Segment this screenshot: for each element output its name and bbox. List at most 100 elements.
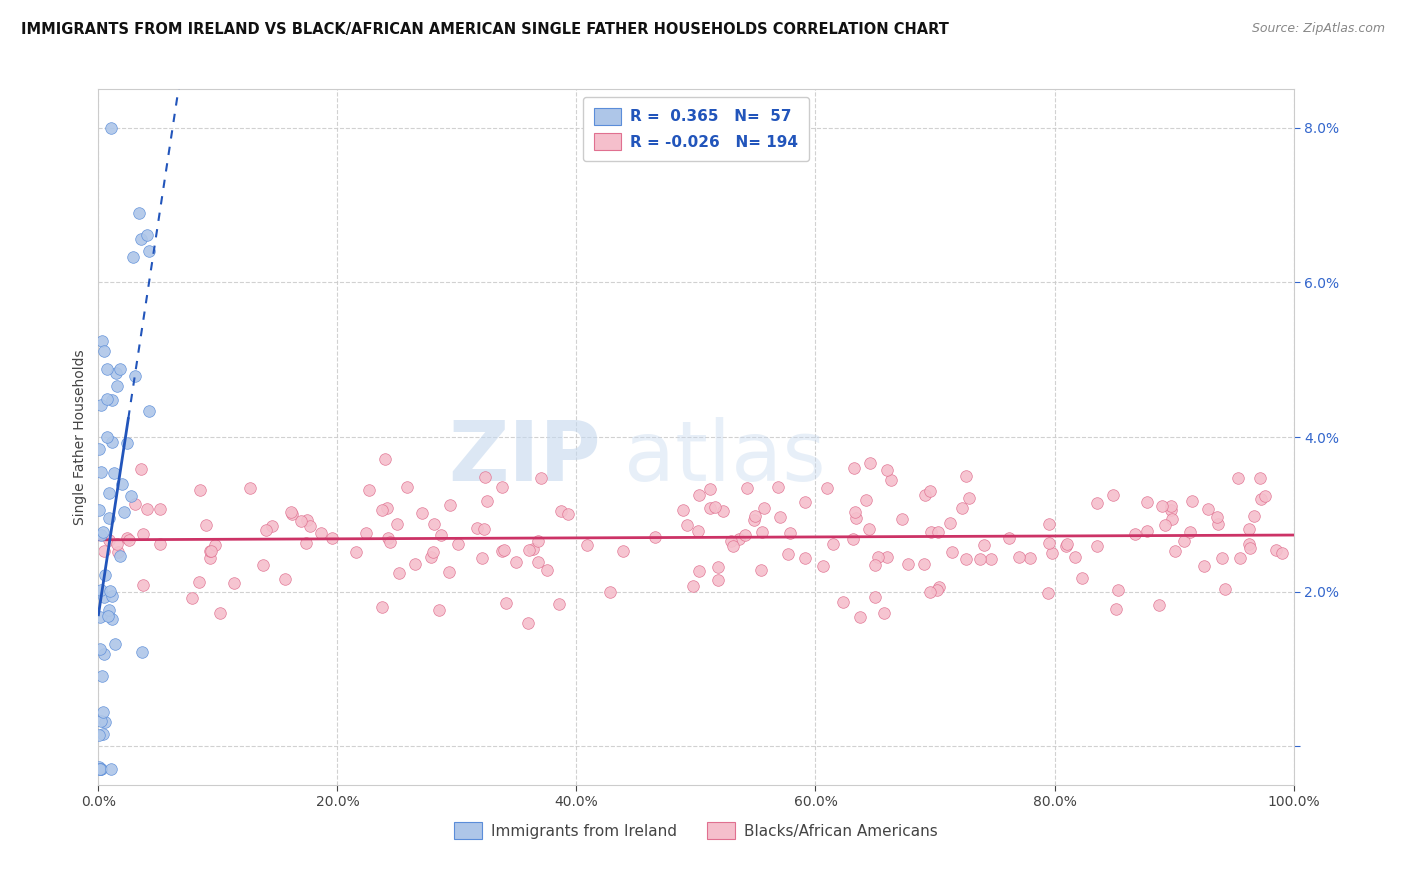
Point	[842, 461, 865, 475]
Point	[776, 547, 799, 561]
Point	[1211, 550, 1233, 565]
Point	[477, 493, 499, 508]
Point	[873, 606, 896, 620]
Point	[465, 521, 488, 535]
Point	[831, 595, 853, 609]
Text: ZIP: ZIP	[449, 417, 600, 499]
Point	[1056, 537, 1078, 551]
Point	[387, 516, 409, 531]
Text: Source: ZipAtlas.com: Source: ZipAtlas.com	[1251, 22, 1385, 36]
Point	[111, 477, 134, 491]
Point	[844, 505, 866, 519]
Point	[727, 532, 749, 546]
Point	[100, 763, 122, 777]
Point	[766, 480, 789, 494]
Point	[89, 641, 111, 656]
Point	[927, 582, 949, 597]
Point	[492, 543, 515, 558]
Point	[371, 503, 394, 517]
Point	[108, 549, 131, 563]
Point	[200, 543, 222, 558]
Point	[93, 543, 115, 558]
Point	[208, 606, 231, 620]
Point	[734, 527, 756, 541]
Point	[98, 603, 121, 617]
Point	[378, 535, 401, 549]
Point	[955, 552, 977, 566]
Point	[686, 524, 709, 538]
Point	[1197, 501, 1219, 516]
Point	[105, 537, 128, 551]
Point	[105, 379, 128, 393]
Point	[120, 489, 142, 503]
Point	[131, 578, 153, 592]
Point	[644, 530, 666, 544]
Point	[1038, 585, 1060, 599]
Point	[1213, 582, 1236, 596]
Point	[98, 533, 121, 548]
Point	[89, 760, 111, 774]
Point	[1243, 508, 1265, 523]
Point	[1136, 495, 1159, 509]
Point	[311, 526, 333, 541]
Point	[997, 531, 1019, 545]
Point	[260, 519, 283, 533]
Point	[859, 456, 882, 470]
Point	[94, 714, 117, 729]
Point	[863, 558, 886, 572]
Point	[920, 483, 942, 498]
Point	[474, 469, 496, 483]
Point	[495, 596, 517, 610]
Point	[430, 528, 453, 542]
Point	[530, 471, 553, 485]
Point	[779, 526, 801, 541]
Point	[90, 528, 112, 542]
Point	[97, 510, 120, 524]
Point	[1070, 571, 1092, 585]
Point	[423, 517, 446, 532]
Point	[1250, 491, 1272, 506]
Point	[377, 532, 399, 546]
Point	[1160, 502, 1182, 516]
Point	[890, 512, 912, 526]
Point	[321, 531, 343, 545]
Point	[1147, 598, 1170, 612]
Point	[950, 500, 973, 515]
Point	[752, 500, 775, 515]
Point	[254, 523, 277, 537]
Point	[117, 436, 139, 450]
Point	[188, 574, 211, 589]
Point	[527, 534, 550, 549]
Point	[280, 507, 302, 521]
Point	[274, 572, 297, 586]
Point	[1160, 499, 1182, 513]
Point	[866, 549, 889, 564]
Point	[100, 612, 122, 626]
Point	[941, 545, 963, 559]
Point	[527, 555, 550, 569]
Point	[1064, 549, 1087, 564]
Point	[1104, 602, 1126, 616]
Point	[110, 361, 132, 376]
Point	[90, 668, 112, 682]
Point	[136, 502, 159, 516]
Point	[711, 504, 734, 518]
Point	[1152, 499, 1174, 513]
Point	[100, 120, 122, 135]
Point	[280, 505, 302, 519]
Point	[688, 564, 710, 578]
Point	[359, 483, 381, 497]
Point	[927, 525, 949, 540]
Point	[198, 551, 221, 566]
Point	[938, 516, 960, 530]
Point	[131, 645, 153, 659]
Point	[204, 538, 226, 552]
Point	[955, 468, 977, 483]
Point	[149, 537, 172, 551]
Point	[1007, 550, 1029, 565]
Point	[93, 344, 115, 359]
Point	[118, 533, 141, 548]
Point	[1192, 559, 1215, 574]
Point	[1253, 490, 1275, 504]
Point	[550, 503, 572, 517]
